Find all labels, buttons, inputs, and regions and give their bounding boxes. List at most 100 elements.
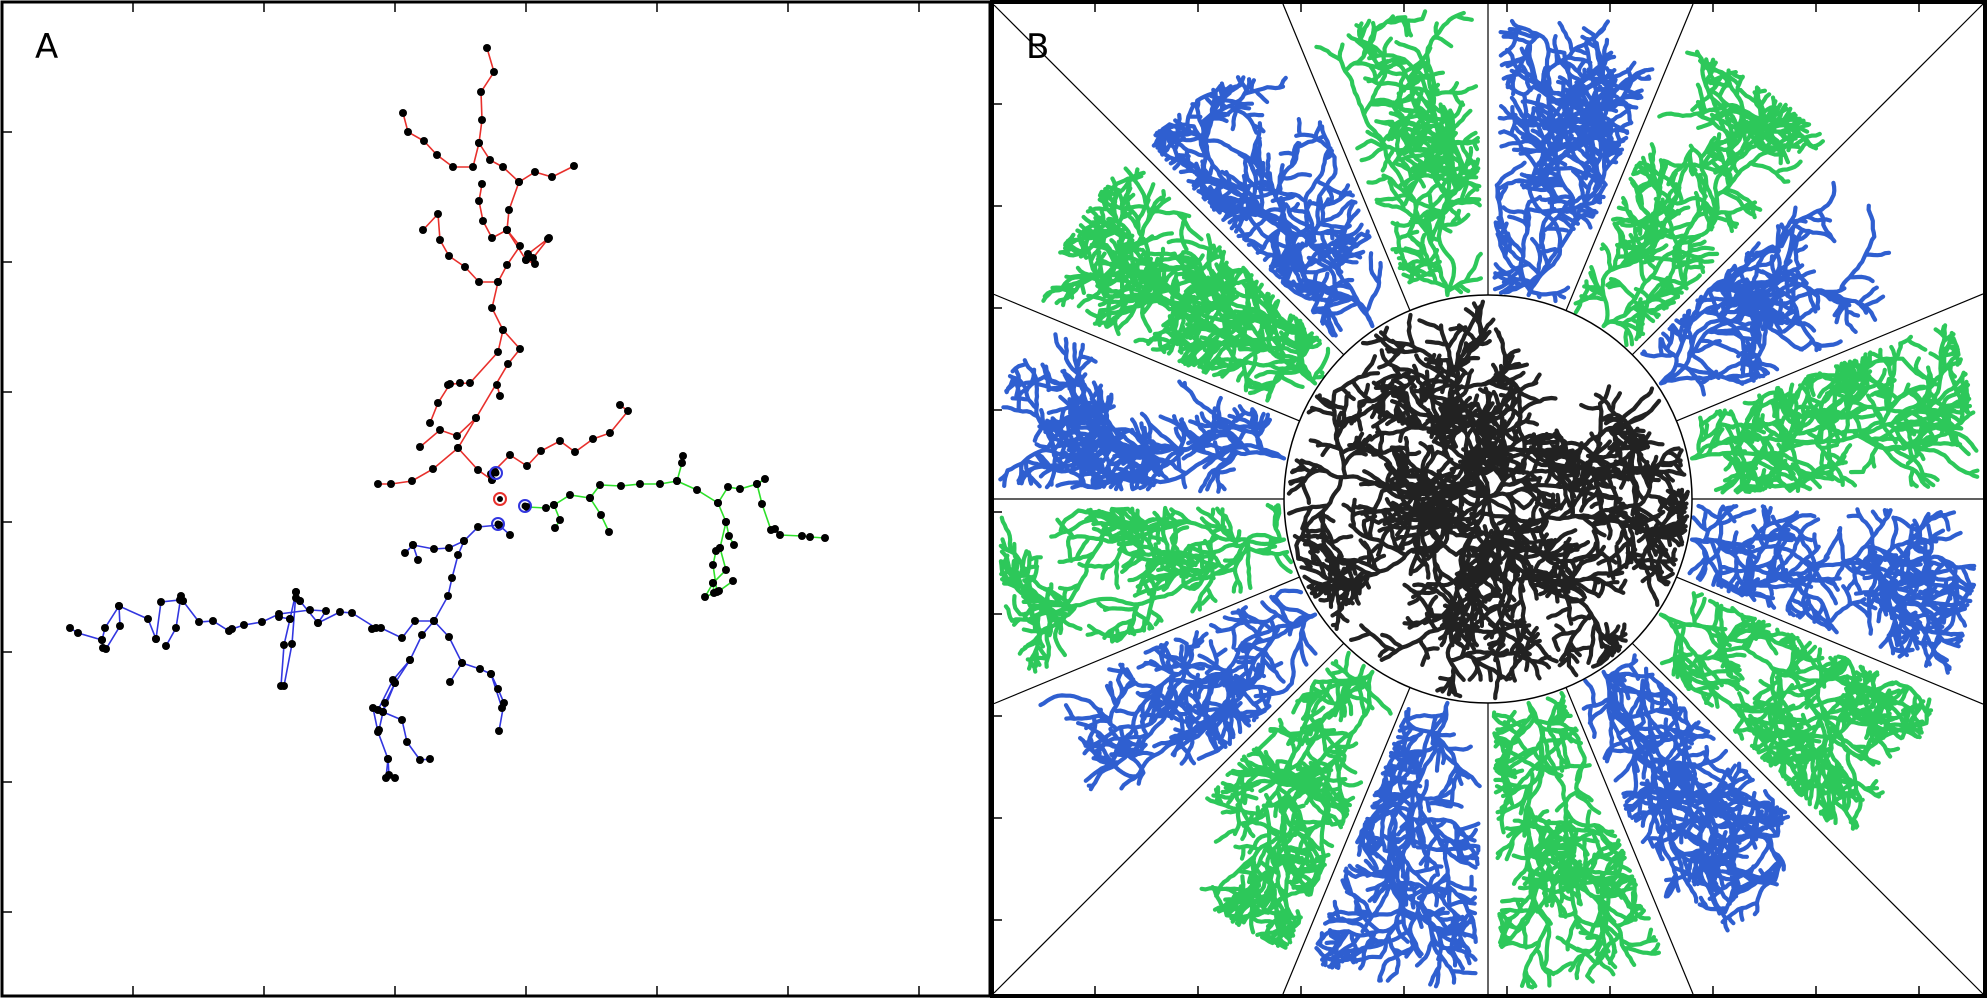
tree-node [177, 592, 185, 600]
tree-edge [422, 212, 521, 283]
tree-node [506, 451, 514, 459]
tree-node [454, 551, 462, 559]
tree-node [379, 708, 387, 716]
tree-node [529, 254, 537, 262]
tree-node [399, 109, 407, 117]
tree-node [426, 755, 434, 763]
tree-node [372, 624, 380, 632]
tree-node [385, 771, 393, 779]
tree-node [606, 429, 614, 437]
tree-node [709, 579, 717, 587]
sector-line [993, 4, 1345, 356]
tree-node [494, 278, 502, 286]
tree-node [456, 379, 464, 387]
tree-node [195, 618, 203, 626]
tree-node [722, 518, 730, 526]
tree-node [436, 426, 444, 434]
tree-node [556, 516, 564, 524]
tree-node [636, 480, 644, 488]
tree-node [375, 726, 383, 734]
sector-cluster [1151, 75, 1383, 338]
seed-node [497, 496, 503, 502]
panel-b-clusters [998, 9, 1980, 990]
tree-node [494, 685, 502, 693]
tree-node [446, 678, 454, 686]
tree-node [225, 627, 233, 635]
sector-line [1565, 687, 1694, 995]
tree-node [336, 608, 344, 616]
tree-node [398, 716, 406, 724]
tree-node [408, 477, 416, 485]
tree-node [714, 499, 722, 507]
tree-node [420, 137, 428, 145]
tree-node [280, 641, 288, 649]
panel-a-ticks [2, 2, 920, 996]
tree-node [406, 656, 414, 664]
sector-cluster [1041, 166, 1331, 403]
tree-node [449, 163, 457, 171]
tree-node [479, 217, 487, 225]
tree-node [403, 738, 411, 746]
tree-node [505, 206, 513, 214]
tree-node [458, 659, 466, 667]
tree-node [401, 549, 409, 557]
tree-node [597, 511, 605, 519]
tree-node [616, 401, 624, 409]
tree-node [240, 621, 248, 629]
tree-node [531, 168, 539, 176]
tree-node [280, 682, 288, 690]
tree-node [99, 644, 107, 652]
panel-b-label: B [1026, 27, 1049, 67]
tree-node [596, 481, 604, 489]
tree-node [116, 622, 124, 630]
tree-node [115, 602, 123, 610]
tree-node [548, 173, 556, 181]
tree-node [374, 480, 382, 488]
tree-node [144, 615, 152, 623]
tree-node [162, 642, 170, 650]
tree-node [724, 483, 732, 491]
tree-node [537, 447, 545, 455]
tree-node [821, 534, 829, 542]
tree-node [445, 544, 453, 552]
tree-node [617, 482, 625, 490]
tree-node [753, 480, 761, 488]
sector-cluster [1581, 653, 1791, 933]
tree-node [444, 592, 452, 600]
tree-node [499, 163, 507, 171]
sector-line [993, 576, 1300, 705]
tree-node [454, 444, 462, 452]
sector-line [1565, 3, 1694, 311]
tree-node [477, 88, 485, 96]
tree-node [292, 588, 300, 596]
tree-node [761, 475, 769, 483]
tree-node [448, 574, 456, 582]
tree-node [478, 180, 486, 188]
tree-node [101, 624, 109, 632]
tree-node [504, 360, 512, 368]
tree-node [416, 756, 424, 764]
root-marker [518, 499, 532, 513]
panel-a: A [0, 0, 992, 998]
tree-node [152, 635, 160, 643]
tree-node [472, 414, 480, 422]
tree-node [771, 525, 779, 533]
tree-node [493, 381, 501, 389]
sector-cluster [1314, 9, 1483, 298]
tree-node [605, 528, 613, 536]
tree-node [391, 679, 399, 687]
tree-node [426, 419, 434, 427]
root-node [494, 520, 502, 528]
tree-node [516, 345, 524, 353]
tree-node [404, 128, 412, 136]
sector-line [1631, 642, 1984, 995]
tree-node [758, 500, 766, 508]
panel-b-boundary-circle [1283, 294, 1693, 704]
tree-node [483, 44, 491, 52]
tree-node [494, 348, 502, 356]
root-node [521, 502, 529, 510]
tree-node [306, 606, 314, 614]
tree-node [806, 533, 814, 541]
tree-node [434, 399, 442, 407]
